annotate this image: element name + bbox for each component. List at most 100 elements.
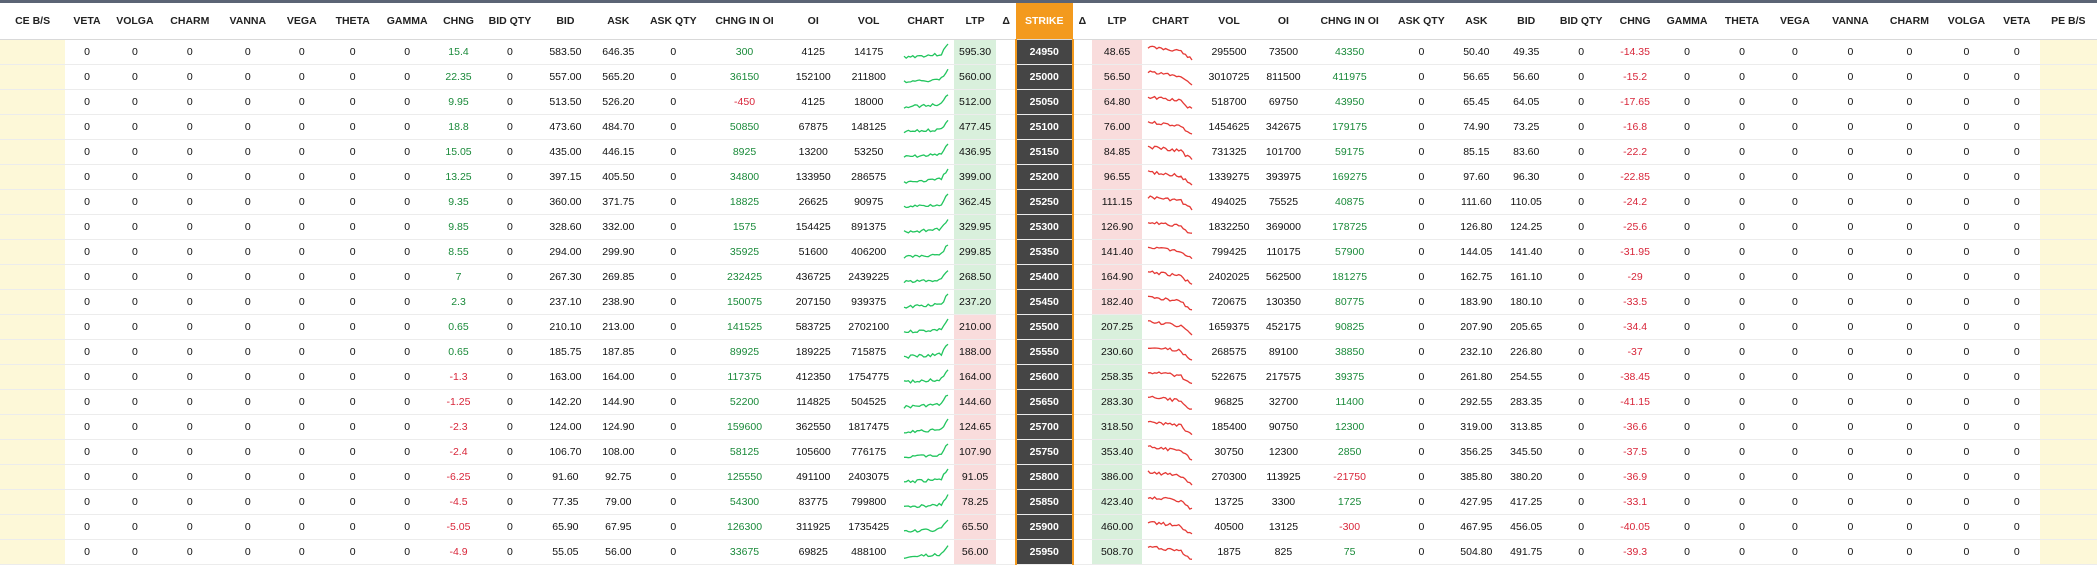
pe-bid[interactable]: 345.50 xyxy=(1501,439,1552,465)
pe-ask[interactable]: 232.10 xyxy=(1451,339,1502,365)
ce-bid[interactable]: 435.00 xyxy=(538,139,593,165)
pe-bid[interactable]: 141.40 xyxy=(1501,239,1552,265)
ce-chart-cell[interactable] xyxy=(897,114,954,140)
ce-buy-sell-cell[interactable] xyxy=(0,439,66,465)
table-row[interactable]: 0 0 0 0 0 0 0 0.65 0 210.10 213.00 0 141525 583725 270… xyxy=(0,314,2097,340)
ce-chart-cell[interactable] xyxy=(897,364,954,390)
table-row[interactable]: 0 0 0 0 0 0 0 2.3 0 237.10 238.90 0 150075 207150 9393… xyxy=(0,289,2097,315)
pe-bid[interactable]: 491.75 xyxy=(1501,539,1552,565)
ce-bid[interactable]: 557.00 xyxy=(538,64,593,90)
pe-chart-cell[interactable] xyxy=(1141,289,1199,315)
header-ce-theta[interactable]: THETA xyxy=(326,3,379,40)
ce-ask[interactable]: 446.15 xyxy=(592,139,645,165)
header-ce-bid-qty[interactable]: BID QTY xyxy=(481,3,539,40)
ce-ask[interactable]: 144.90 xyxy=(592,389,645,415)
pe-ask[interactable]: 74.90 xyxy=(1451,114,1502,140)
header-ce-vanna[interactable]: VANNA xyxy=(218,3,277,40)
ce-buy-sell-cell[interactable] xyxy=(0,64,66,90)
pe-ask[interactable]: 356.25 xyxy=(1451,439,1502,465)
pe-bid[interactable]: 110.05 xyxy=(1501,189,1552,215)
pe-chart-cell[interactable] xyxy=(1141,364,1199,390)
pe-bid[interactable]: 254.55 xyxy=(1501,364,1552,390)
pe-bid[interactable]: 313.85 xyxy=(1501,414,1552,440)
table-row[interactable]: 0 0 0 0 0 0 0 -5.05 0 65.90 67.95 0 126300 311925 1735… xyxy=(0,514,2097,540)
table-row[interactable]: 0 0 0 0 0 0 0 13.25 0 397.15 405.50 0 34800 133950 286… xyxy=(0,164,2097,190)
header-ce-chng-in-oi[interactable]: CHNG IN OI xyxy=(702,3,787,40)
ce-buy-sell-cell[interactable] xyxy=(0,489,66,515)
pe-bid[interactable]: 380.20 xyxy=(1501,464,1552,490)
ce-ask[interactable]: 526.20 xyxy=(592,89,645,115)
strike-price[interactable]: 25650 xyxy=(1014,389,1074,415)
pe-ask[interactable]: 292.55 xyxy=(1451,389,1502,415)
pe-ask[interactable]: 56.65 xyxy=(1451,64,1502,90)
ce-bid[interactable]: 77.35 xyxy=(538,489,593,515)
ce-ask[interactable]: 124.90 xyxy=(592,414,645,440)
pe-chart-cell[interactable] xyxy=(1141,489,1199,515)
ce-ask[interactable]: 269.85 xyxy=(592,264,645,290)
pe-buy-sell-cell[interactable] xyxy=(2039,489,2097,515)
pe-ask[interactable]: 504.80 xyxy=(1451,539,1502,565)
ce-ask[interactable]: 299.90 xyxy=(592,239,645,265)
header-ce-ask[interactable]: ASK xyxy=(592,3,645,40)
ce-chart-cell[interactable] xyxy=(897,489,954,515)
pe-ask[interactable]: 385.80 xyxy=(1451,464,1502,490)
strike-price[interactable]: 25350 xyxy=(1014,239,1074,265)
ce-ask[interactable]: 108.00 xyxy=(592,439,645,465)
ce-ask[interactable]: 164.00 xyxy=(592,364,645,390)
header-pe-volga[interactable]: VOLGA xyxy=(1938,3,1994,40)
ce-bid[interactable]: 513.50 xyxy=(538,89,593,115)
ce-buy-sell-cell[interactable] xyxy=(0,514,66,540)
ce-chart-cell[interactable] xyxy=(897,64,954,90)
header-pe-bs[interactable]: PE B/S xyxy=(2039,3,2097,40)
pe-chart-cell[interactable] xyxy=(1141,114,1199,140)
ce-chart-cell[interactable] xyxy=(897,164,954,190)
table-row[interactable]: 0 0 0 0 0 0 0 -2.3 0 124.00 124.90 0 159600 362550 181… xyxy=(0,414,2097,440)
ce-chart-cell[interactable] xyxy=(897,289,954,315)
header-pe-chng[interactable]: CHNG xyxy=(1611,3,1660,40)
ce-chart-cell[interactable] xyxy=(897,314,954,340)
table-row[interactable]: 0 0 0 0 0 0 0 -4.5 0 77.35 79.00 0 54300 83775 799800 7… xyxy=(0,489,2097,515)
table-row[interactable]: 0 0 0 0 0 0 0 22.35 0 557.00 565.20 0 36150 152100 211… xyxy=(0,64,2097,90)
pe-chart-cell[interactable] xyxy=(1141,164,1199,190)
strike-price[interactable]: 25050 xyxy=(1014,89,1074,115)
pe-bid[interactable]: 205.65 xyxy=(1501,314,1552,340)
pe-buy-sell-cell[interactable] xyxy=(2039,514,2097,540)
header-ce-charm[interactable]: CHARM xyxy=(160,3,219,40)
pe-chart-cell[interactable] xyxy=(1141,39,1199,65)
pe-ask[interactable]: 427.95 xyxy=(1451,489,1502,515)
ce-chart-cell[interactable] xyxy=(897,539,954,565)
pe-ask[interactable]: 162.75 xyxy=(1451,264,1502,290)
header-pe-chart[interactable]: CHART xyxy=(1141,3,1199,40)
ce-buy-sell-cell[interactable] xyxy=(0,239,66,265)
strike-price[interactable]: 25400 xyxy=(1014,264,1074,290)
strike-price[interactable]: 25800 xyxy=(1014,464,1074,490)
header-ce-veta[interactable]: VETA xyxy=(65,3,109,40)
pe-chart-cell[interactable] xyxy=(1141,314,1199,340)
pe-chart-cell[interactable] xyxy=(1141,539,1199,565)
table-row[interactable]: 0 0 0 0 0 0 0 -1.3 0 163.00 164.00 0 117375 412350 175… xyxy=(0,364,2097,390)
header-pe-delta[interactable]: Δ xyxy=(1072,3,1093,40)
ce-buy-sell-cell[interactable] xyxy=(0,39,66,65)
pe-ask[interactable]: 207.90 xyxy=(1451,314,1502,340)
pe-chart-cell[interactable] xyxy=(1141,189,1199,215)
pe-chart-cell[interactable] xyxy=(1141,439,1199,465)
pe-chart-cell[interactable] xyxy=(1141,264,1199,290)
header-pe-theta[interactable]: THETA xyxy=(1715,3,1769,40)
ce-chart-cell[interactable] xyxy=(897,189,954,215)
pe-buy-sell-cell[interactable] xyxy=(2039,389,2097,415)
ce-bid[interactable]: 237.10 xyxy=(538,289,593,315)
ce-ask[interactable]: 371.75 xyxy=(592,189,645,215)
pe-ask[interactable]: 111.60 xyxy=(1451,189,1502,215)
pe-ask[interactable]: 319.00 xyxy=(1451,414,1502,440)
pe-buy-sell-cell[interactable] xyxy=(2039,439,2097,465)
table-row[interactable]: 0 0 0 0 0 0 0 -4.9 0 55.05 56.00 0 33675 69825 488100 5… xyxy=(0,539,2097,565)
table-row[interactable]: 0 0 0 0 0 0 0 9.85 0 328.60 332.00 0 1575 154425 89137… xyxy=(0,214,2097,240)
pe-buy-sell-cell[interactable] xyxy=(2039,364,2097,390)
pe-ask[interactable]: 126.80 xyxy=(1451,214,1502,240)
pe-ask[interactable]: 144.05 xyxy=(1451,239,1502,265)
header-ce-ltp[interactable]: LTP xyxy=(953,3,997,40)
pe-chart-cell[interactable] xyxy=(1141,214,1199,240)
header-pe-vanna[interactable]: VANNA xyxy=(1820,3,1880,40)
ce-ask[interactable]: 67.95 xyxy=(592,514,645,540)
pe-bid[interactable]: 73.25 xyxy=(1501,114,1552,140)
